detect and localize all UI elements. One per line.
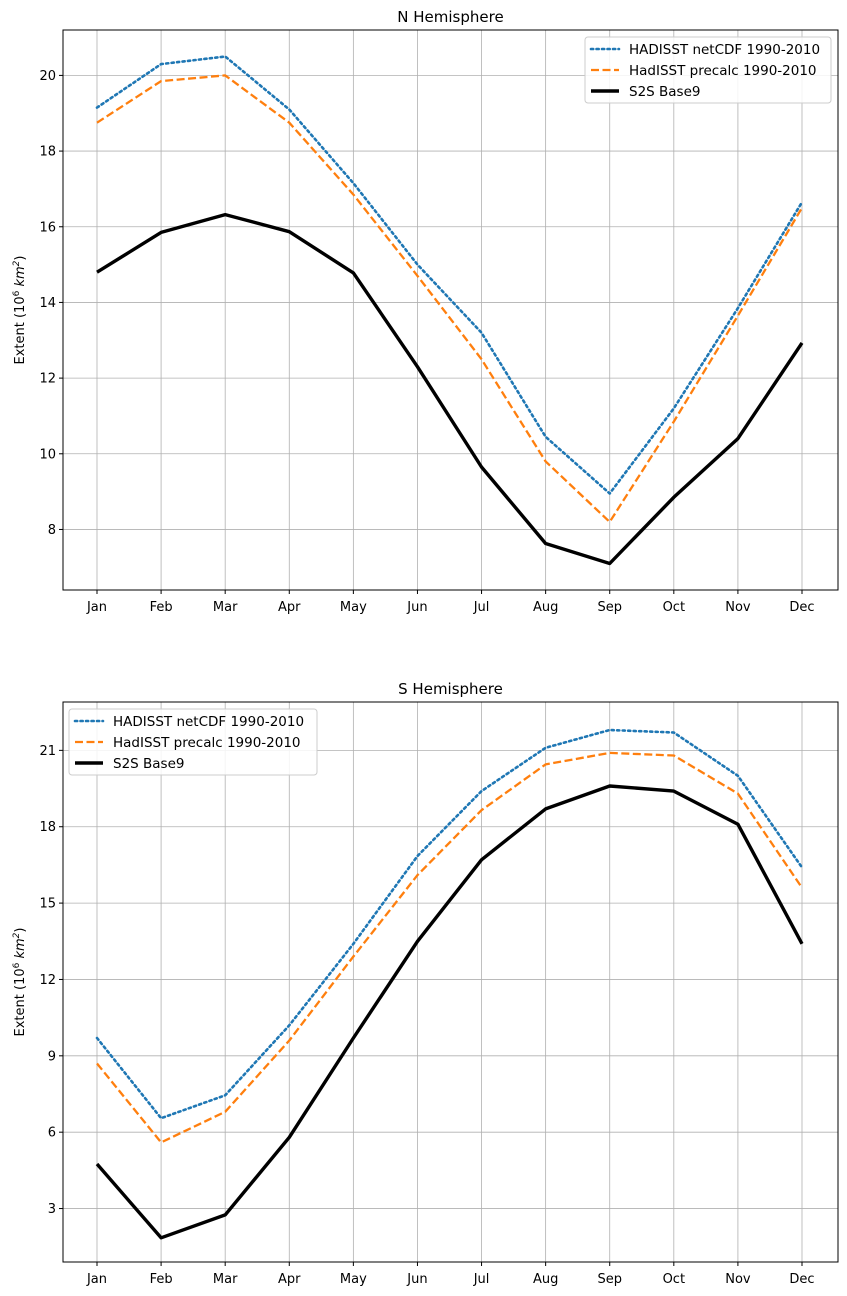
y-tick-label: 6 <box>48 1126 56 1141</box>
series-line-2 <box>96 751 803 1144</box>
legend-label-2: HadISST precalc 1990-2010 <box>629 63 817 79</box>
chart-s-hemisphere: Jan Feb Mar Apr May Jun Jul Aug Sep Oct Nov Dec 3 6 9 1… <box>12 680 839 1287</box>
y-axis-label-part: ) <box>13 256 28 261</box>
x-tick-label: Jul <box>473 600 490 615</box>
x-tick-label: Aug <box>533 600 558 615</box>
x-tick-label: Jun <box>406 600 427 615</box>
y-tick-label: 10 <box>39 447 56 462</box>
x-tick-label: May <box>340 1272 367 1287</box>
series-line-1 <box>95 55 804 495</box>
x-tick-label: Mar <box>213 600 238 615</box>
x-tick-label: Dec <box>789 600 814 615</box>
legend-frame <box>68 708 318 776</box>
legend-label-1: HADISST netCDF 1990-2010 <box>113 714 304 730</box>
x-tick-label: Sep <box>597 1272 622 1287</box>
x-tick-label: Jun <box>406 1272 427 1287</box>
y-tick-label: 20 <box>39 69 56 84</box>
y-tick-label: 15 <box>39 897 56 912</box>
chart-title: N Hemisphere <box>397 8 503 26</box>
x-tick-label: Apr <box>278 600 301 615</box>
series-line-3 <box>95 784 804 1240</box>
chart-n-hemisphere: Jan Feb Mar Apr May Jun Jul Aug Sep Oct Nov Dec 8 10 1… <box>12 8 839 615</box>
x-tick-label: Feb <box>150 1272 173 1287</box>
x-tick-label: Feb <box>150 600 173 615</box>
plot-frame <box>62 29 839 591</box>
series-line-1 <box>95 728 804 1120</box>
y-axis-label-part: 2 <box>12 260 22 266</box>
x-tick-label: Sep <box>597 600 622 615</box>
y-tick-label: 21 <box>39 744 56 759</box>
x-tick-label: May <box>340 600 367 615</box>
x-tick-label: Dec <box>789 1272 814 1287</box>
x-tick-label: Mar <box>213 1272 238 1287</box>
y-axis-label-part: 2 <box>12 932 22 938</box>
y-tick-label: 8 <box>48 523 56 538</box>
y-tick-label: 18 <box>39 820 56 835</box>
y-tick-label: 3 <box>48 1202 56 1217</box>
x-tick-label: Aug <box>533 1272 558 1287</box>
y-axis-label-part: km <box>13 266 28 290</box>
legend-label-3: S2S Base9 <box>629 84 700 100</box>
y-tick-label: 14 <box>39 296 56 311</box>
y-tick-label: 12 <box>39 372 56 387</box>
x-tick-label: Jan <box>86 1272 107 1287</box>
y-axis-label-part: Extent (10 <box>13 968 28 1036</box>
y-axis-label-part: 6 <box>12 290 22 296</box>
x-tick-label: Oct <box>663 1272 685 1287</box>
legend-frame <box>584 36 832 104</box>
series-line-3 <box>96 212 804 566</box>
legend-label-2: HadISST precalc 1990-2010 <box>113 735 301 751</box>
legend: HADISST netCDF 1990-2010 HadISST precalc … <box>584 36 832 104</box>
x-tick-label: Oct <box>663 600 685 615</box>
y-axis-label-part: 6 <box>12 962 22 968</box>
legend: HADISST netCDF 1990-2010 HadISST precalc … <box>68 708 318 776</box>
plot-frame <box>62 701 839 1263</box>
y-axis-label-part: Extent (10 <box>13 296 28 364</box>
y-tick-label: 12 <box>39 973 56 988</box>
legend-label-1: HADISST netCDF 1990-2010 <box>629 42 820 58</box>
legend-label-3: S2S Base9 <box>113 756 184 772</box>
x-tick-label: Jul <box>473 1272 490 1287</box>
y-tick-label: 16 <box>39 220 56 235</box>
y-axis-label-part: km <box>13 938 28 962</box>
x-tick-label: Apr <box>278 1272 301 1287</box>
y-tick-label: 9 <box>48 1049 56 1064</box>
chart-title: S Hemisphere <box>398 680 503 698</box>
y-axis-label: Extent (106 km2) <box>12 256 28 365</box>
series-line-2 <box>96 74 803 524</box>
y-tick-label: 18 <box>39 145 56 160</box>
x-tick-label: Nov <box>725 1272 751 1287</box>
y-axis-label-part: ) <box>13 928 28 933</box>
x-tick-label: Nov <box>725 600 751 615</box>
x-tick-label: Jan <box>86 600 107 615</box>
y-axis-label: Extent (106 km2) <box>12 928 28 1037</box>
